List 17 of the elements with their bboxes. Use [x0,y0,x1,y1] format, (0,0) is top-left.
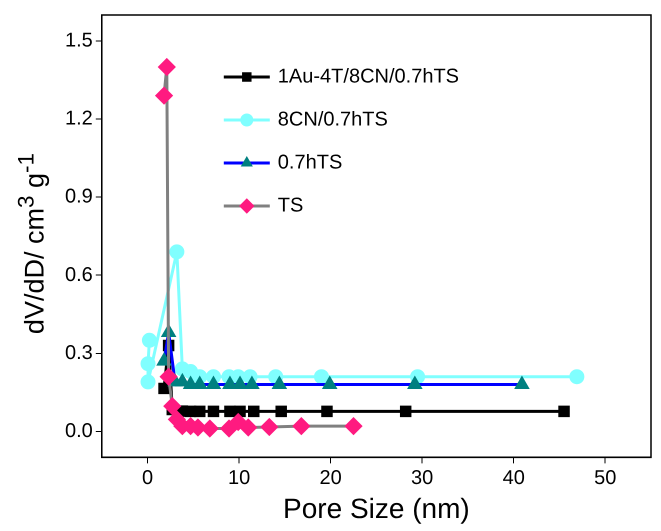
y-tick-label: 1.5 [64,30,93,52]
x-tick-label: 10 [228,466,250,489]
x-tick-label: 40 [502,466,525,489]
x-tick-label: 20 [320,466,342,489]
x-axis-title: Pore Size (nm) [283,492,470,524]
legend-label: 0.7hTS [278,152,342,174]
x-tick-label: 30 [411,466,434,489]
legend-label: 8CN/0.7hTS [278,108,388,131]
y-tick-label: 0.9 [64,186,93,208]
y-tick-label: 1.2 [64,108,93,130]
x-tick-label: 50 [594,466,616,489]
legend-label: 1Au-4T/8CN/0.7hTS [278,66,460,88]
y-tick-label: 0.3 [64,342,93,364]
y-tick-label: 0.0 [64,420,93,442]
legend-label: TS [278,194,304,217]
y-tick-label: 0.6 [64,264,93,286]
x-tick-label: 0 [142,466,154,489]
